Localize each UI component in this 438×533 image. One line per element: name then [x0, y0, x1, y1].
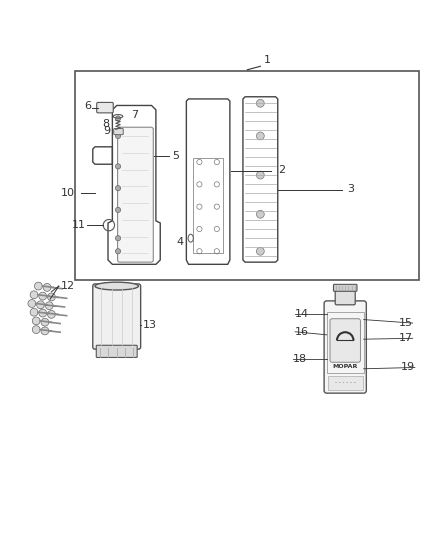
FancyBboxPatch shape — [335, 289, 355, 305]
Circle shape — [32, 317, 40, 325]
Text: 15: 15 — [399, 318, 413, 328]
Text: 8: 8 — [102, 119, 110, 129]
Text: 13: 13 — [143, 320, 157, 330]
Circle shape — [30, 291, 38, 298]
Circle shape — [41, 318, 49, 326]
Text: 11: 11 — [71, 220, 85, 230]
FancyBboxPatch shape — [333, 284, 357, 292]
FancyBboxPatch shape — [330, 319, 360, 362]
Circle shape — [47, 293, 55, 301]
Circle shape — [256, 132, 264, 140]
Text: 2: 2 — [278, 165, 285, 175]
Circle shape — [32, 326, 40, 334]
Circle shape — [116, 133, 120, 139]
FancyBboxPatch shape — [93, 284, 141, 349]
Text: 16: 16 — [295, 327, 309, 337]
Text: 19: 19 — [401, 362, 415, 373]
Text: 9: 9 — [103, 126, 110, 136]
Circle shape — [30, 308, 38, 316]
Text: 1: 1 — [263, 55, 270, 65]
Circle shape — [116, 116, 120, 121]
Circle shape — [116, 164, 120, 169]
Circle shape — [116, 207, 120, 213]
Circle shape — [28, 300, 36, 308]
Text: 10: 10 — [60, 188, 74, 198]
Text: 12: 12 — [61, 281, 75, 290]
Text: 18: 18 — [293, 354, 307, 364]
Circle shape — [41, 327, 49, 335]
Circle shape — [116, 236, 120, 241]
Circle shape — [256, 211, 264, 218]
Text: 6: 6 — [85, 101, 92, 111]
Text: 4: 4 — [176, 237, 184, 247]
Circle shape — [116, 249, 120, 254]
Circle shape — [37, 301, 45, 309]
FancyBboxPatch shape — [324, 301, 366, 393]
Circle shape — [39, 309, 47, 317]
Text: MOPAR: MOPAR — [332, 364, 358, 369]
Circle shape — [39, 292, 47, 300]
FancyBboxPatch shape — [117, 127, 153, 262]
FancyBboxPatch shape — [97, 102, 113, 113]
Text: 3: 3 — [347, 184, 354, 195]
Circle shape — [35, 282, 42, 290]
Text: 17: 17 — [399, 333, 413, 343]
Circle shape — [256, 171, 264, 179]
FancyBboxPatch shape — [328, 376, 363, 390]
FancyBboxPatch shape — [114, 128, 123, 135]
FancyBboxPatch shape — [96, 345, 137, 358]
Text: 7: 7 — [131, 110, 138, 120]
Text: 5: 5 — [173, 150, 180, 160]
Circle shape — [47, 310, 55, 318]
Ellipse shape — [95, 282, 138, 290]
Circle shape — [116, 185, 120, 191]
Circle shape — [256, 247, 264, 255]
Circle shape — [256, 99, 264, 107]
Circle shape — [43, 284, 51, 292]
Circle shape — [46, 302, 53, 310]
Text: - - - - - -: - - - - - - — [335, 380, 356, 385]
Text: 14: 14 — [295, 309, 309, 319]
